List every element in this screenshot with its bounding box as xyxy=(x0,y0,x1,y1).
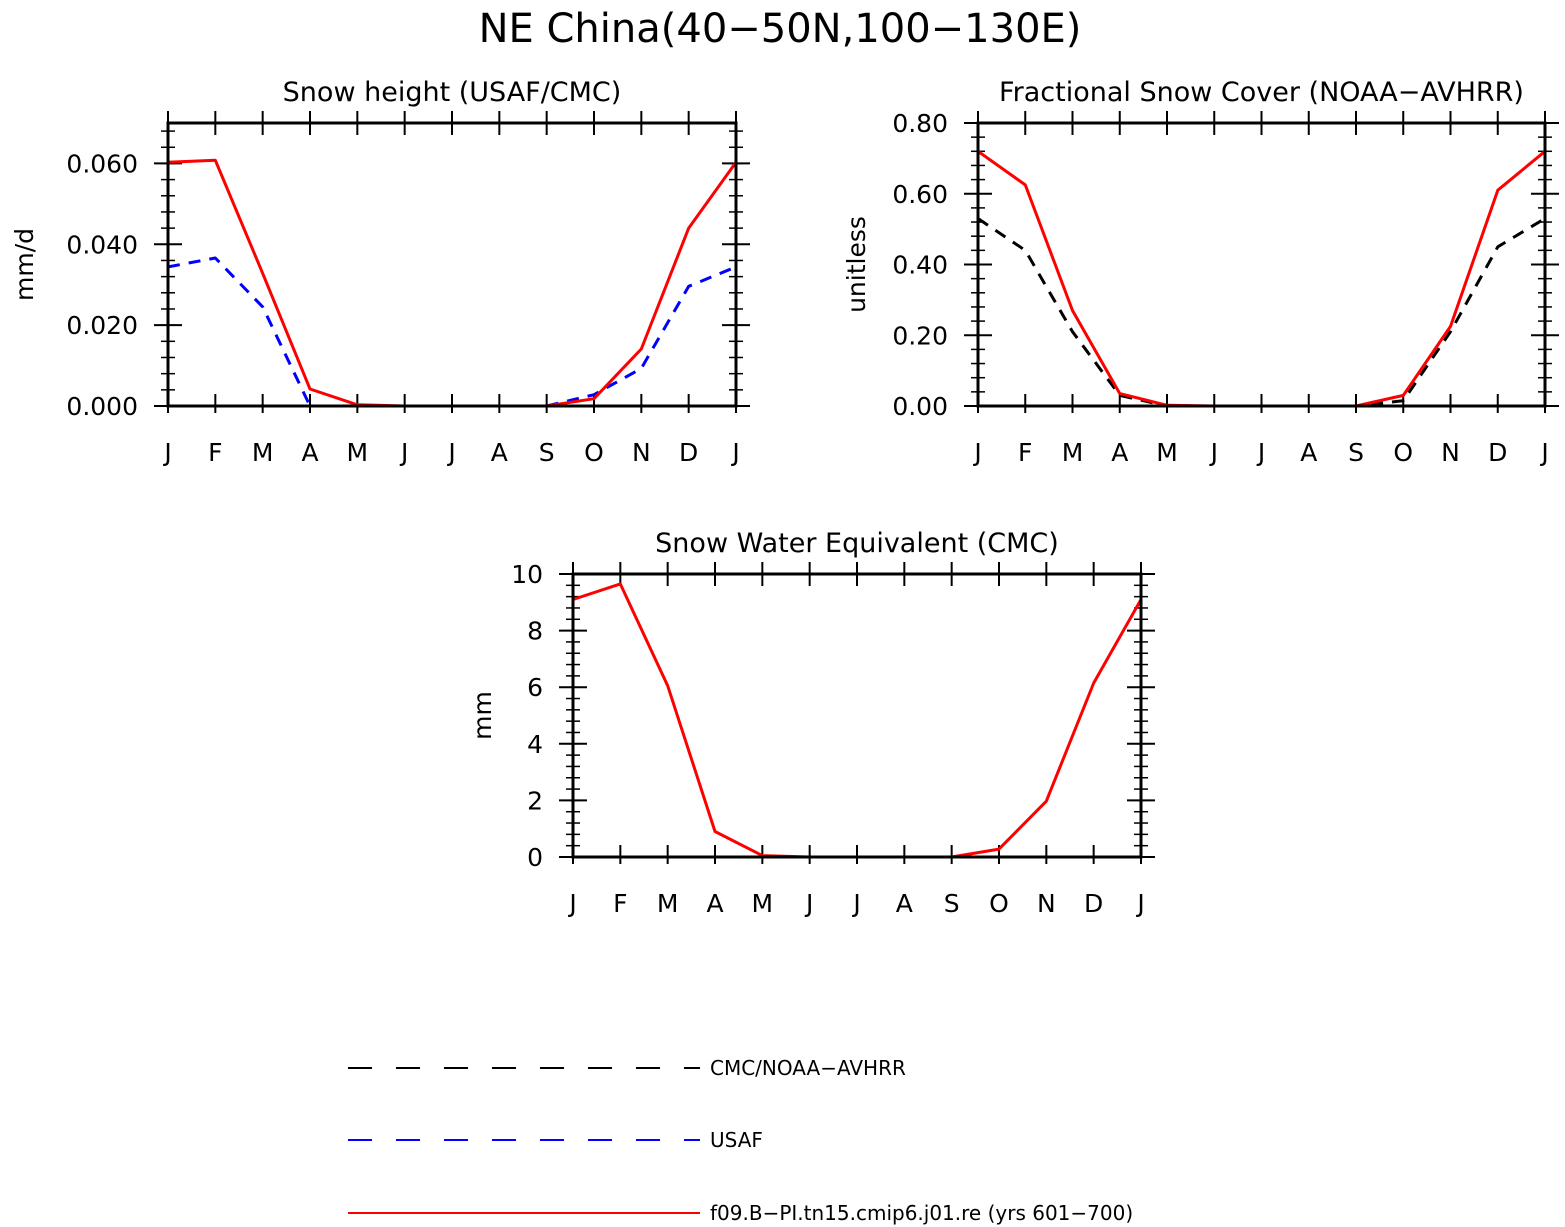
y-tick-label: 6 xyxy=(527,673,543,702)
x-tick-label: J xyxy=(1256,438,1265,467)
x-tick-label: J xyxy=(730,438,739,467)
y-axis-label: mm/d xyxy=(10,228,39,301)
y-axis-label: unitless xyxy=(842,216,871,313)
series-line xyxy=(167,256,312,407)
x-tick-label: M xyxy=(347,438,369,467)
x-tick-label: D xyxy=(1488,438,1507,467)
y-tick-label: 0.040 xyxy=(66,230,138,259)
x-tick-label: D xyxy=(1084,889,1103,918)
x-tick-label: J xyxy=(446,438,455,467)
chart-panel-3: Snow Water Equivalent (CMC)mmJ F M A M J J A S O N… xyxy=(468,528,1155,918)
x-tick-label: S xyxy=(539,438,555,467)
series-line xyxy=(977,217,1546,408)
legend-label: USAF xyxy=(710,1128,763,1152)
x-tick-label: F xyxy=(613,889,627,918)
x-tick-label: A xyxy=(1300,438,1317,467)
figure-title: NE China(40−50N,100−130E) xyxy=(479,6,1082,52)
y-tick-label: 0.000 xyxy=(66,392,138,421)
chart-panel-2: Fractional Snow Cover (NOAA−AVHRR) unitle… xyxy=(842,77,1559,467)
x-tick-label: S xyxy=(944,889,960,918)
x-tick-label: F xyxy=(208,438,222,467)
x-tick-label: F xyxy=(1018,438,1032,467)
y-tick-label: 4 xyxy=(527,730,543,759)
x-tick-label: N xyxy=(1441,438,1460,467)
x-tick-label: O xyxy=(989,889,1009,918)
y-tick-label: 10 xyxy=(511,560,543,589)
x-tick-label: J xyxy=(1209,438,1218,467)
x-tick-label: A xyxy=(301,438,318,467)
panels: Snow height (USAF/CMC)mm/dJ F M A M J J A S O N D J0… xyxy=(10,77,1559,918)
x-tick-label: J xyxy=(972,438,981,467)
y-tick-label: 0 xyxy=(527,843,543,872)
x-tick-label: O xyxy=(1393,438,1413,467)
series-line xyxy=(572,582,1143,859)
x-tick-label: A xyxy=(1111,438,1128,467)
x-tick-label: J xyxy=(1135,889,1144,918)
x-tick-label: M xyxy=(252,438,274,467)
plot-frame xyxy=(166,121,738,408)
y-tick-label: 0.020 xyxy=(66,311,138,340)
x-tick-label: A xyxy=(896,889,913,918)
x-tick-label: M xyxy=(752,889,774,918)
y-tick-label: 0.40 xyxy=(892,251,948,280)
panel-title: Fractional Snow Cover (NOAA−AVHRR) xyxy=(999,77,1524,108)
y-tick-label: 0.80 xyxy=(892,109,948,138)
x-tick-label: S xyxy=(1348,438,1364,467)
x-tick-label: M xyxy=(657,889,679,918)
y-tick-label: 0.20 xyxy=(892,321,948,350)
x-tick-label: M xyxy=(1156,438,1178,467)
x-tick-label: A xyxy=(491,438,508,467)
x-tick-label: N xyxy=(632,438,651,467)
legend-label: f09.B−PI.tn15.cmip6.j01.re (yrs 601−700) xyxy=(710,1201,1133,1225)
x-tick-label: J xyxy=(399,438,408,467)
x-tick-label: J xyxy=(1539,438,1548,467)
series-line xyxy=(546,265,737,408)
x-tick-label: N xyxy=(1037,889,1056,918)
plot-frame xyxy=(571,572,1143,859)
x-tick-label: J xyxy=(851,889,860,918)
y-tick-label: 0.060 xyxy=(66,149,138,178)
x-tick-label: O xyxy=(584,438,604,467)
chart-panel-1: Snow height (USAF/CMC)mm/dJ F M A M J J A S O N D J0… xyxy=(10,77,750,467)
panel-title: Snow height (USAF/CMC) xyxy=(283,77,622,108)
x-tick-label: M xyxy=(1062,438,1084,467)
series-line xyxy=(167,158,738,408)
x-tick-label: J xyxy=(162,438,171,467)
x-tick-label: A xyxy=(706,889,723,918)
x-tick-label: J xyxy=(804,889,813,918)
y-tick-label: 8 xyxy=(527,617,543,646)
legend-label: CMC/NOAA−AVHRR xyxy=(710,1056,906,1080)
plot-frame xyxy=(976,121,1547,408)
series-line xyxy=(977,150,1546,408)
panel-title: Snow Water Equivalent (CMC) xyxy=(655,528,1059,559)
x-tick-label: J xyxy=(567,889,576,918)
y-tick-label: 2 xyxy=(527,786,543,815)
legend: CMC/NOAA−AVHRR USAF f09.B−PI.tn15.cmip6.j0… xyxy=(348,1056,1133,1225)
y-tick-label: 0.60 xyxy=(892,180,948,209)
y-axis-label: mm xyxy=(468,691,497,740)
y-tick-label: 0.00 xyxy=(892,392,948,421)
x-tick-label: D xyxy=(679,438,698,467)
